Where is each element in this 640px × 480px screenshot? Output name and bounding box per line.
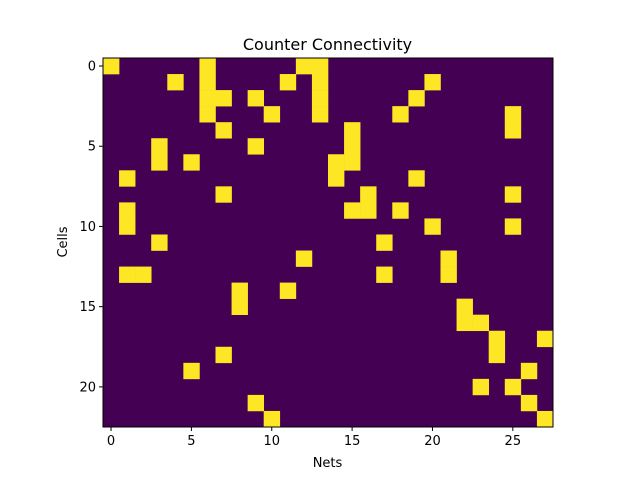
heatmap-cell: [183, 154, 200, 171]
heatmap-cell: [311, 58, 329, 75]
heatmap-cell: [488, 330, 506, 348]
heatmap-cell: [199, 106, 216, 123]
heatmap-cell: [344, 138, 361, 155]
y-tick-label: 10: [79, 220, 96, 235]
heatmap-cell: [247, 90, 265, 107]
heatmap-cell: [215, 346, 232, 364]
y-tick-label: 5: [88, 140, 96, 155]
heatmap-cell: [311, 90, 329, 107]
heatmap-cell: [311, 106, 329, 123]
heatmap-cell: [344, 154, 361, 171]
heatmap-cell: [376, 234, 393, 251]
heatmap-cell: [247, 138, 265, 155]
y-tick-label: 15: [79, 300, 96, 315]
heatmap-cell: [279, 282, 297, 299]
heatmap-cell: [215, 186, 232, 203]
heatmap-cell: [231, 298, 248, 315]
heatmap-cell: [215, 122, 232, 139]
heatmap-cell: [311, 74, 329, 91]
x-axis-ticks: 0 5 10 15 20 25: [107, 427, 521, 449]
heatmap-cell: [167, 74, 184, 91]
x-tick-label: 15: [344, 434, 361, 449]
y-tick-label: 20: [79, 380, 96, 395]
heatmap-cell: [360, 186, 377, 203]
heatmap-cell: [263, 410, 281, 428]
x-tick-label: 0: [107, 434, 115, 449]
heatmap-cell: [536, 330, 554, 348]
heatmap-cell: [472, 378, 490, 396]
heatmap-cell: [295, 58, 313, 75]
x-axis-label: Nets: [313, 456, 343, 471]
heatmap-cell: [360, 202, 377, 219]
heatmap-cell: [295, 250, 313, 267]
heatmap-cell: [456, 314, 473, 332]
heatmap-cell: [424, 74, 441, 91]
plot-frame: [102, 57, 554, 428]
heatmap-cell: [344, 202, 361, 219]
heatmap-cell: [408, 90, 425, 107]
heatmap-cell: [231, 282, 248, 299]
heatmap-cell: [440, 250, 457, 267]
x-tick-label: 10: [263, 434, 280, 449]
heatmap-cell: [247, 394, 265, 412]
heatmap-cell: [199, 58, 216, 75]
heatmap-cell: [151, 138, 168, 155]
heatmap-cell: [504, 218, 522, 235]
heatmap-cell: [472, 314, 490, 332]
heatmap-cell: [199, 74, 216, 91]
y-axis-ticks: 0 5 10 15 20: [79, 60, 103, 395]
heatmap-cell: [328, 170, 345, 187]
heatmap-cell: [119, 218, 136, 235]
heatmap-cell: [424, 218, 441, 235]
heatmap-cell: [279, 74, 297, 91]
heatmap-cell: [504, 106, 522, 123]
heatmap-cell: [504, 186, 522, 203]
y-tick-label: 0: [88, 60, 96, 75]
x-tick-label: 20: [424, 434, 441, 449]
heatmap-cell: [263, 106, 281, 123]
heatmap-cell: [151, 234, 168, 251]
heatmap-cell: [199, 90, 216, 107]
heatmap-cell: [215, 90, 232, 107]
heatmap-cell: [504, 122, 522, 139]
heatmap-cell: [119, 202, 136, 219]
heatmap-cell: [151, 154, 168, 171]
heatmap-cell: [408, 170, 425, 187]
heatmap-cell: [135, 266, 152, 283]
heatmap-cell: [376, 266, 393, 283]
heatmap-cell: [119, 266, 136, 283]
heatmap-cell: [440, 266, 457, 283]
heatmap-cell: [488, 346, 506, 364]
heatmap-cell: [119, 170, 136, 187]
heatmap-cell: [392, 202, 409, 219]
y-axis-label: Cells: [56, 226, 71, 257]
heatmap-cell: [392, 106, 409, 123]
heatmap-cell: [536, 410, 554, 428]
heatmap-cell: [504, 378, 522, 396]
heatmap-cell: [456, 298, 473, 315]
x-tick-label: 5: [187, 434, 195, 449]
heatmap-cell: [328, 154, 345, 171]
x-tick-label: 25: [505, 434, 522, 449]
heatmap-cell: [344, 122, 361, 139]
heatmap-cell: [183, 362, 200, 380]
chart-title: Counter Connectivity: [243, 35, 412, 54]
heatmap-cell: [103, 58, 120, 75]
heatmap-cell: [520, 394, 538, 412]
heatmap-cells: [103, 58, 554, 428]
heatmap-cell: [520, 362, 538, 380]
